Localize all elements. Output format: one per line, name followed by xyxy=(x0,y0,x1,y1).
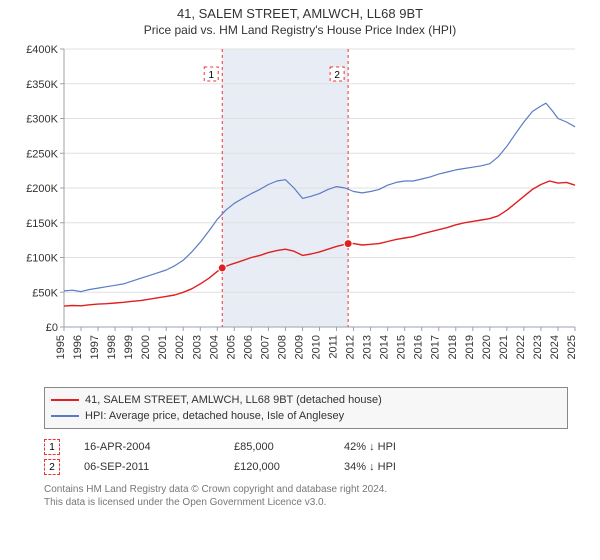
svg-text:2002: 2002 xyxy=(174,335,186,359)
svg-text:£300K: £300K xyxy=(26,114,58,126)
svg-text:2024: 2024 xyxy=(549,335,561,359)
legend-item: HPI: Average price, detached house, Isle… xyxy=(51,408,561,424)
svg-text:1996: 1996 xyxy=(72,335,84,359)
svg-text:£100K: £100K xyxy=(26,253,58,265)
svg-text:2009: 2009 xyxy=(293,335,305,359)
svg-text:£350K: £350K xyxy=(26,79,58,91)
svg-text:2020: 2020 xyxy=(481,335,493,359)
footer-line-2: This data is licensed under the Open Gov… xyxy=(44,496,600,509)
marker-date: 16-APR-2004 xyxy=(84,441,234,453)
legend-item: 41, SALEM STREET, AMLWCH, LL68 9BT (deta… xyxy=(51,392,561,408)
svg-text:1999: 1999 xyxy=(123,335,135,359)
svg-text:2004: 2004 xyxy=(208,335,220,359)
svg-text:£250K: £250K xyxy=(26,148,58,160)
svg-text:2000: 2000 xyxy=(140,335,152,359)
marker-row: 2 06-SEP-2011£120,00034% ↓ HPI xyxy=(44,457,600,477)
svg-text:2016: 2016 xyxy=(413,335,425,359)
svg-text:2: 2 xyxy=(334,70,340,81)
chart-container: 41, SALEM STREET, AMLWCH, LL68 9BT Price… xyxy=(0,0,600,517)
svg-text:1998: 1998 xyxy=(106,335,118,359)
svg-text:2007: 2007 xyxy=(259,335,271,359)
svg-text:2011: 2011 xyxy=(328,335,340,359)
marker-table: 1 16-APR-2004£85,00042% ↓ HPI 2 06-SEP-2011… xyxy=(44,437,600,477)
svg-text:2013: 2013 xyxy=(362,335,374,359)
marker-number: 2 xyxy=(44,459,60,475)
marker-delta: 34% ↓ HPI xyxy=(344,461,464,473)
svg-text:2006: 2006 xyxy=(242,335,254,359)
svg-text:2022: 2022 xyxy=(515,335,527,359)
svg-text:£400K: £400K xyxy=(26,44,58,56)
titles: 41, SALEM STREET, AMLWCH, LL68 9BT Price… xyxy=(0,0,600,37)
legend-swatch xyxy=(51,415,79,417)
chart-svg: £0 £50K £100K £150K £200K £250K £300K £350K £400… xyxy=(20,41,580,381)
marker-date: 06-SEP-2011 xyxy=(84,461,234,473)
svg-text:2003: 2003 xyxy=(191,335,203,359)
svg-text:2023: 2023 xyxy=(532,335,544,359)
footer-line-1: Contains HM Land Registry data © Crown c… xyxy=(44,483,600,496)
svg-text:£50K: £50K xyxy=(32,287,58,299)
svg-text:2010: 2010 xyxy=(311,335,323,359)
svg-text:1997: 1997 xyxy=(89,335,101,359)
svg-text:2012: 2012 xyxy=(345,335,357,359)
svg-text:£150K: £150K xyxy=(26,218,58,230)
svg-text:2005: 2005 xyxy=(225,335,237,359)
svg-text:2021: 2021 xyxy=(498,335,510,359)
svg-text:2015: 2015 xyxy=(396,335,408,359)
svg-text:2025: 2025 xyxy=(566,335,578,359)
title-sub: Price paid vs. HM Land Registry's House … xyxy=(0,23,600,37)
svg-text:1: 1 xyxy=(208,70,214,81)
svg-text:2017: 2017 xyxy=(430,335,442,359)
svg-text:2014: 2014 xyxy=(379,335,391,359)
marker-delta: 42% ↓ HPI xyxy=(344,441,464,453)
svg-text:2008: 2008 xyxy=(276,335,288,359)
legend: 41, SALEM STREET, AMLWCH, LL68 9BT (deta… xyxy=(44,387,568,429)
svg-text:1995: 1995 xyxy=(55,335,67,359)
svg-text:£200K: £200K xyxy=(26,183,58,195)
svg-text:£0: £0 xyxy=(46,322,58,334)
legend-label: HPI: Average price, detached house, Isle… xyxy=(85,410,344,422)
footer: Contains HM Land Registry data © Crown c… xyxy=(44,483,600,517)
title-address: 41, SALEM STREET, AMLWCH, LL68 9BT xyxy=(0,6,600,21)
marker-price: £85,000 xyxy=(234,441,344,453)
marker-number: 1 xyxy=(44,439,60,455)
chart: £0 £50K £100K £150K £200K £250K £300K £350K £400… xyxy=(20,41,580,381)
legend-swatch xyxy=(51,399,79,401)
legend-label: 41, SALEM STREET, AMLWCH, LL68 9BT (deta… xyxy=(85,394,382,406)
svg-text:2019: 2019 xyxy=(464,335,476,359)
svg-text:2001: 2001 xyxy=(157,335,169,359)
svg-text:2018: 2018 xyxy=(447,335,459,359)
marker-row: 1 16-APR-2004£85,00042% ↓ HPI xyxy=(44,437,600,457)
marker-price: £120,000 xyxy=(234,461,344,473)
